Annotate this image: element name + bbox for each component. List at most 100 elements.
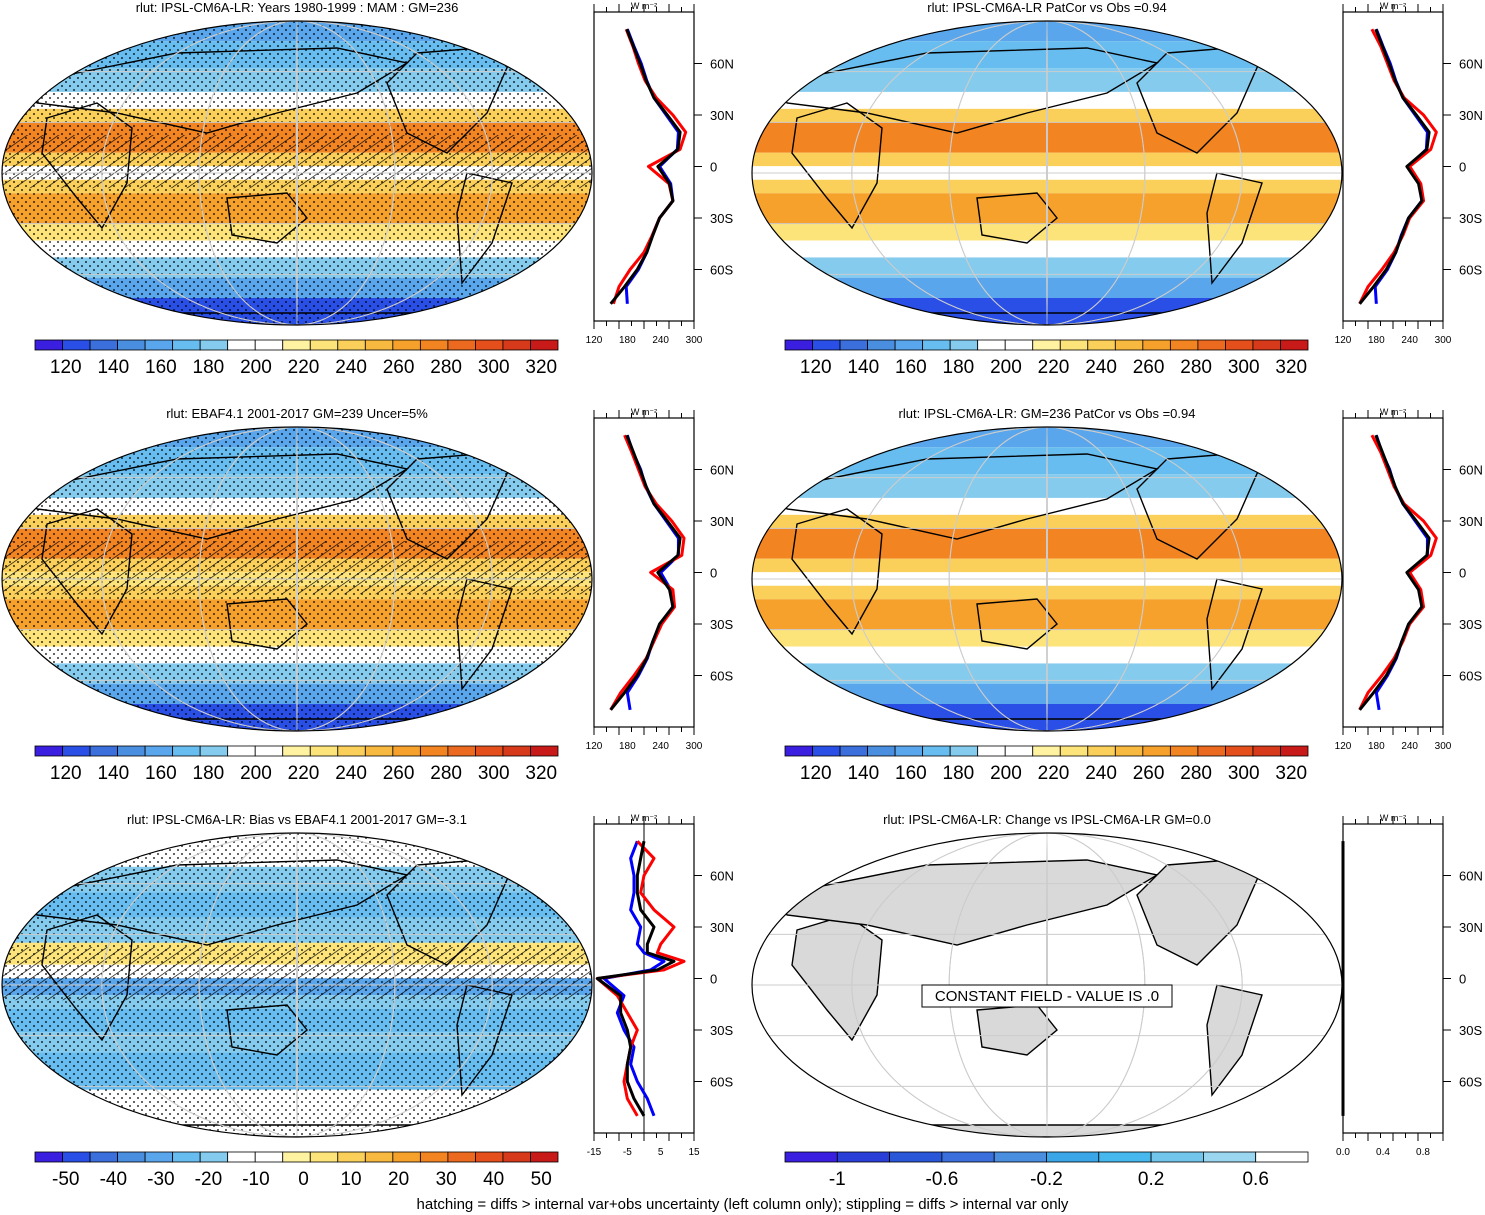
colorbar-label: 320 [525,763,557,784]
colorbar-swatch [337,745,366,757]
map-panel-1: rlut: IPSL-CM6A-LR: Years 1980-1999 : MA… [1,0,593,326]
colorbar-label: 240 [1085,357,1117,378]
colorbar-swatch [309,339,339,351]
colorbar-swatch [144,1151,174,1163]
panel-title: rlut: IPSL-CM6A-LR: GM=236 PatCor vs Obs… [899,406,1196,421]
colorbar-swatch [172,339,201,351]
colorbar-swatch [1142,339,1171,351]
continent-outline [976,598,1058,650]
lat-label: 60N [1459,869,1483,884]
profile-series [609,28,682,305]
colorbar-swatch [117,745,146,757]
colorbar-swatch [1169,339,1199,351]
footer-note: hatching = diffs > internal var+obs unce… [416,1196,1069,1213]
grid-meridian [101,21,493,325]
profile-xtick-label: 300 [1435,335,1452,346]
colorbar-label: 20 [388,1169,409,1190]
colorbar-1: 120 140 160 180 200 220 240 260 280 300 320 [34,339,559,378]
profile-xtick-label: -15 [587,1147,602,1158]
colorbar-swatch [1150,1151,1204,1163]
colorbar-label: 240 [335,357,367,378]
colorbar-swatch [172,1151,201,1163]
profile-frame [1342,11,1444,322]
colorbar-label: 280 [1180,763,1212,784]
grid-meridian [948,21,1146,325]
map-panel-3: rlut: EBAF4.1 2001-2017 GM=239 Uncer=5% [1,406,593,732]
colorbar-label: 10 [340,1169,361,1190]
profile-xtick-label: 0.0 [1336,1147,1350,1158]
colorbar-label: 180 [193,763,225,784]
continent-outline [775,47,1159,134]
profile-xtick-label: 180 [1368,335,1385,346]
lat-label: 30N [1459,514,1483,529]
profile-series [602,840,666,1117]
lat-label: 60N [710,869,734,884]
colorbar-swatch [1114,745,1144,757]
colorbar-swatch [447,745,476,757]
colorbar-swatch [1087,339,1116,351]
colorbar-label: 220 [288,357,320,378]
colorbar-label: -30 [147,1169,174,1190]
colorbar-label: 120 [800,763,832,784]
colorbar-swatch [812,745,841,757]
map-field [2,21,592,325]
continent-outline [976,192,1058,244]
lat-label: 60S [710,263,733,278]
colorbar-label: -1 [829,1169,846,1190]
profile-xtick-label: 120 [586,335,603,346]
continent-outline [775,453,1159,540]
lat-label: 60S [710,669,733,684]
profile-series [609,434,686,711]
lat-label: 30N [1459,108,1483,123]
colorbar-label: 120 [50,763,82,784]
colorbar-swatch [839,339,868,351]
colorbar-swatch [419,339,449,351]
profile-xtick-label: 240 [652,741,669,752]
colorbar-swatch [364,339,394,351]
colorbar-label: 240 [335,763,367,784]
grid-meridian [101,427,493,731]
map-field [752,427,1342,731]
map-panel-6: rlut: IPSL-CM6A-LR: Change vs IPSL-CM6A-… [751,812,1343,1138]
grid-meridian [296,21,298,325]
colorbar-swatch [922,745,951,757]
colorbar-label: 120 [800,357,832,378]
panel-title: rlut: IPSL-CM6A-LR: Bias vs EBAF4.1 2001… [127,812,467,827]
colorbar-swatch [894,745,924,757]
colorbar-label: 280 [1180,357,1212,378]
colorbar-swatch [34,1151,63,1163]
colorbar-swatch [199,1151,229,1163]
lat-label: 30N [710,108,734,123]
colorbar-swatch [1203,1151,1257,1163]
colorbar-swatch [993,1151,1047,1163]
colorbar-label: 300 [1228,763,1260,784]
profile-series [595,840,676,1117]
colorbar-swatch [949,339,979,351]
profile-xtick-label: 180 [619,741,636,752]
map-panel-2: rlut: IPSL-CM6A-LR PatCor vs Obs =0.94 [751,0,1343,326]
constant-note: CONSTANT FIELD - VALUE IS .0 [935,988,1159,1005]
colorbar-swatch [62,745,91,757]
colorbar-label: 0.2 [1138,1169,1164,1190]
colorbar-swatch [447,1151,476,1163]
map-border [1,426,593,732]
profile-xtick-label: 5 [658,1147,664,1158]
map-border [1,832,593,1138]
colorbar-swatch [1046,1151,1100,1163]
continent-outline [791,102,883,230]
lat-label: 30N [710,514,734,529]
colorbar-swatch [1252,745,1281,757]
lat-label: 60S [1459,1075,1482,1090]
profile-series [1358,434,1438,711]
colorbar-3: 120 140 160 180 200 220 240 260 280 300 320 [34,745,559,784]
colorbar-swatch [1280,745,1309,757]
grid-meridian [296,427,298,731]
colorbar-swatch [62,339,91,351]
colorbar-swatch [254,745,284,757]
profile-xtick-label: 240 [652,335,669,346]
profile-series [1374,434,1429,711]
lat-label: 60N [1459,463,1483,478]
grid-meridian [198,427,396,731]
colorbar-swatch [475,339,504,351]
colorbar-swatch [1197,339,1226,351]
